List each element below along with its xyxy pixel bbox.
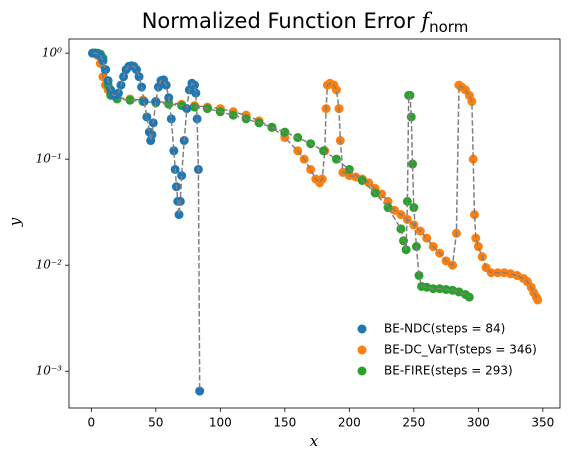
data-point	[101, 65, 111, 75]
data-point	[139, 96, 149, 106]
x-tick-label: 0	[87, 416, 95, 430]
legend-marker	[357, 345, 367, 355]
data-point	[306, 164, 316, 174]
data-point	[331, 85, 341, 95]
data-point	[166, 114, 176, 124]
series-line	[92, 52, 201, 392]
x-tick-label: 100	[209, 416, 232, 430]
y-tick-label: 10⁻²	[36, 258, 63, 272]
x-tick-label: 250	[402, 416, 425, 430]
data-point	[414, 270, 424, 280]
data-point	[533, 295, 543, 305]
y-axis-label: y	[6, 217, 24, 227]
data-point	[473, 242, 483, 252]
data-point	[469, 210, 479, 220]
title-text: Normalized Function Error	[142, 9, 415, 33]
data-point	[151, 96, 161, 106]
y-tick-label: 10⁰	[42, 46, 62, 60]
data-point	[177, 171, 187, 181]
chart-title: Normalized Function Error fnorm	[142, 9, 469, 36]
legend-label: BE-FIRE(steps = 293)	[384, 364, 513, 378]
y-tick-label: 10⁻¹	[36, 152, 62, 166]
y-tick-label: 10⁻³	[36, 364, 63, 378]
data-point	[125, 95, 135, 105]
data-point	[408, 159, 418, 169]
data-point	[402, 196, 412, 206]
data-point	[192, 114, 202, 124]
x-tick-label: 300	[467, 416, 490, 430]
data-point	[280, 127, 290, 137]
x-tick-label: 350	[531, 416, 554, 430]
data-point	[98, 56, 108, 66]
data-point	[174, 210, 184, 220]
legend-marker	[357, 324, 367, 334]
series-line	[92, 52, 470, 298]
x-tick-label: 150	[273, 416, 296, 430]
data-point	[142, 112, 152, 122]
legend-label: BE-DC_VarT(steps = 346)	[384, 343, 537, 357]
data-point	[134, 72, 144, 82]
title-math: f	[419, 9, 432, 33]
data-point	[468, 154, 478, 164]
legend-label: BE-NDC(steps = 84)	[384, 322, 505, 336]
x-tick-label: 200	[338, 416, 361, 430]
axes-frame	[68, 38, 561, 409]
plot-area	[88, 48, 543, 396]
data-point	[228, 110, 238, 120]
data-point	[169, 146, 179, 156]
data-point	[164, 99, 174, 109]
title-sub: norm	[429, 18, 468, 36]
legend-marker	[357, 366, 367, 376]
x-tick-label: 50	[148, 416, 163, 430]
x-axis-label: x	[310, 432, 319, 450]
data-point	[191, 88, 201, 98]
data-point	[471, 233, 481, 243]
legend: BE-NDC(steps = 84) BE-DC_VarT(steps = 346…	[357, 322, 537, 378]
series-line	[92, 52, 539, 301]
data-point	[464, 292, 474, 302]
